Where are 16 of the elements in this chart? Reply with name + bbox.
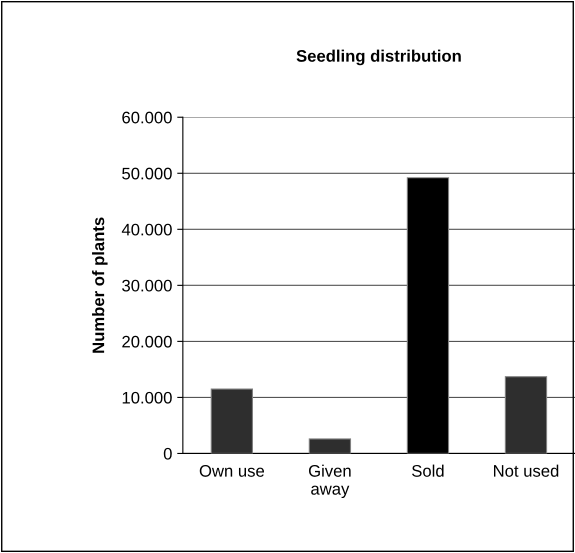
chart-title: Seedling distribution: [296, 50, 461, 66]
x-tick-label: Sold: [412, 464, 444, 477]
x-tick-label: Own use: [200, 465, 264, 477]
bar: [308, 438, 352, 454]
y-tick-label: 60.000: [122, 112, 172, 124]
y-tick-label: 30.000: [122, 280, 172, 292]
x-tick-label: Given away: [308, 464, 351, 498]
bar: [504, 376, 548, 454]
y-tick-label: 10.000: [122, 392, 172, 404]
y-tick-label: 0: [164, 448, 172, 460]
x-tick-label: Not used: [494, 464, 558, 477]
y-tick-label: 50.000: [122, 168, 172, 180]
y-axis-title: Number of plants: [92, 218, 108, 353]
bar: [210, 388, 254, 454]
y-tick-label: 20.000: [122, 336, 172, 348]
y-tick-label: 40.000: [122, 224, 172, 236]
